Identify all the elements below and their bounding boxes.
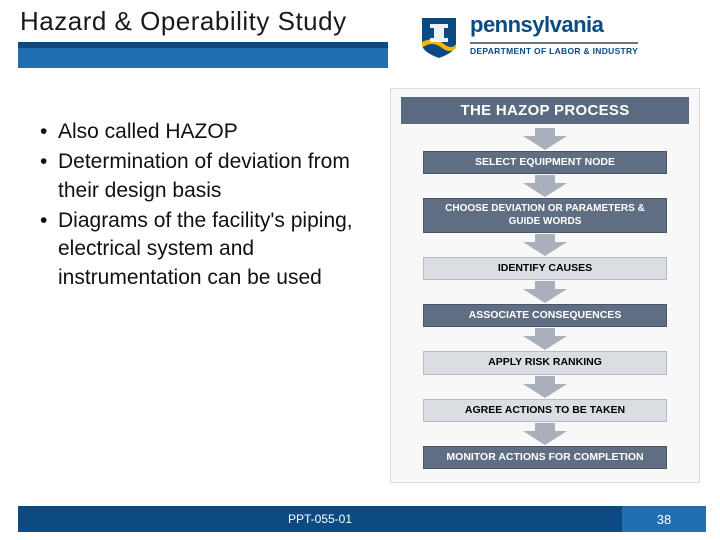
pennsylvania-logo: pennsylvania DEPARTMENT OF LABOR & INDUS… — [416, 8, 706, 68]
slide: Hazard & Operability Study pennsylvania … — [0, 0, 720, 540]
process-step: ASSOCIATE CONSEQUENCES — [423, 304, 667, 327]
down-arrow-icon — [521, 328, 569, 350]
process-step: APPLY RISK RANKING — [423, 351, 667, 374]
down-arrow-icon — [521, 234, 569, 256]
process-step: MONITOR ACTIONS FOR COMPLETION — [423, 446, 667, 469]
logo-wordblock: pennsylvania DEPARTMENT OF LABOR & INDUS… — [470, 12, 638, 56]
bullet-list: Also called HAZOP Determination of devia… — [40, 118, 360, 294]
process-step: CHOOSE DEVIATION OR PARAMETERS & GUIDE W… — [423, 198, 667, 233]
keystone-shield-icon — [416, 14, 462, 60]
process-header: THE HAZOP PROCESS — [401, 97, 689, 124]
slide-title-wrap: Hazard & Operability Study — [20, 6, 347, 37]
down-arrow-icon — [521, 175, 569, 197]
logo-divider — [470, 42, 638, 44]
slide-title: Hazard & Operability Study — [20, 6, 347, 37]
process-step: IDENTIFY CAUSES — [423, 257, 667, 280]
down-arrow-icon — [521, 423, 569, 445]
bullet-item: Determination of deviation from their de… — [40, 148, 360, 205]
slide-footer: PPT-055-01 38 — [0, 504, 720, 540]
title-accent-block — [18, 48, 388, 68]
down-arrow-icon — [521, 128, 569, 150]
process-step: SELECT EQUIPMENT NODE — [423, 151, 667, 174]
hazop-process-diagram: THE HAZOP PROCESS SELECT EQUIPMENT NODE … — [390, 88, 700, 483]
bullet-item: Diagrams of the facility's piping, elect… — [40, 207, 360, 292]
logo-wordmark: pennsylvania — [470, 12, 638, 38]
down-arrow-icon — [521, 281, 569, 303]
bullet-item: Also called HAZOP — [40, 118, 360, 146]
logo-department: DEPARTMENT OF LABOR & INDUSTRY — [470, 46, 638, 56]
footer-page-number: 38 — [622, 506, 706, 532]
footer-code: PPT-055-01 — [18, 506, 622, 532]
down-arrow-icon — [521, 376, 569, 398]
process-step: AGREE ACTIONS TO BE TAKEN — [423, 399, 667, 422]
